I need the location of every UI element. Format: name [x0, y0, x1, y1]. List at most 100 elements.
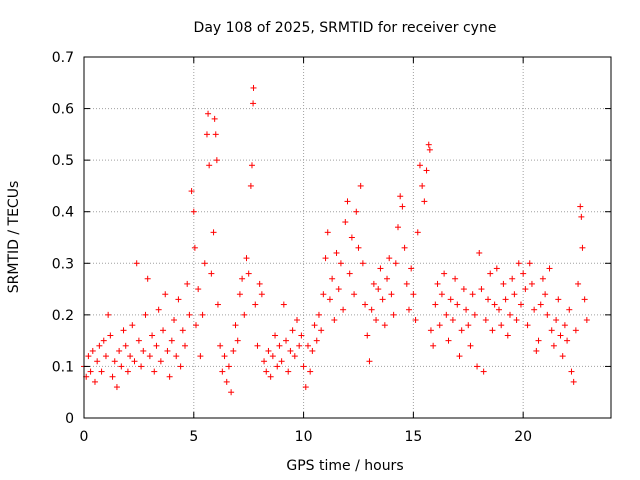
data-point [135, 337, 142, 344]
data-point [131, 358, 138, 365]
data-point [311, 322, 318, 329]
data-point [107, 332, 114, 339]
data-point [476, 249, 483, 256]
data-point [179, 327, 186, 334]
data-point [269, 353, 276, 360]
data-point [351, 291, 358, 298]
data-point [379, 296, 386, 303]
data-point [133, 260, 140, 267]
data-point [256, 280, 263, 287]
y-axis-label: SRMTID / TECUs [6, 181, 22, 294]
data-point [210, 229, 217, 236]
data-point [355, 244, 362, 251]
data-point [445, 337, 452, 344]
data-point [313, 337, 320, 344]
data-point [162, 291, 169, 298]
data-point [443, 311, 450, 318]
data-point [149, 332, 156, 339]
data-point [122, 342, 129, 349]
data-point [522, 286, 529, 293]
data-point [410, 291, 417, 298]
data-point [528, 280, 535, 287]
data-point [348, 234, 355, 241]
data-point [353, 208, 360, 215]
data-point [171, 317, 178, 324]
data-point [509, 275, 516, 282]
data-point [441, 270, 448, 277]
data-point [214, 301, 221, 308]
data-point [105, 311, 112, 318]
y-tick-label: 0.6 [52, 102, 74, 118]
data-point [258, 291, 265, 298]
data-point [302, 384, 309, 391]
x-tick-labels: 0 5 10 15 20 [80, 429, 533, 445]
data-point [397, 193, 404, 200]
data-point [364, 332, 371, 339]
data-point [546, 265, 553, 272]
data-point [342, 219, 349, 226]
data-point [581, 296, 588, 303]
data-point [517, 301, 524, 308]
data-point [197, 353, 204, 360]
data-point [98, 368, 105, 375]
data-point [243, 255, 250, 262]
data-point [491, 301, 498, 308]
data-point [337, 260, 344, 267]
data-point [386, 255, 393, 262]
data-point [515, 260, 522, 267]
data-point [489, 327, 496, 334]
data-point [366, 358, 373, 365]
data-point [151, 368, 158, 375]
data-point [452, 275, 459, 282]
data-point [111, 358, 118, 365]
data-point [384, 275, 391, 282]
data-point [318, 327, 325, 334]
data-point [449, 317, 456, 324]
y-tick-label: 0.2 [52, 308, 74, 324]
data-point [498, 322, 505, 329]
axis-ticks [83, 56, 611, 419]
data-point [113, 384, 120, 391]
grid-lines [84, 57, 611, 418]
x-tick-label: 20 [514, 429, 532, 445]
data-point [399, 203, 406, 210]
data-point [287, 347, 294, 354]
data-point [454, 301, 461, 308]
data-point [184, 280, 191, 287]
data-point [283, 337, 290, 344]
data-point [577, 203, 584, 210]
data-point [191, 244, 198, 251]
data-point [395, 224, 402, 231]
data-point [423, 167, 430, 174]
data-point [182, 342, 189, 349]
data-point [493, 265, 500, 272]
data-point [438, 291, 445, 298]
data-point [168, 337, 175, 344]
data-point [408, 265, 415, 272]
data-point [583, 317, 590, 324]
data-point [239, 275, 246, 282]
data-point [403, 280, 410, 287]
data-point [232, 322, 239, 329]
data-point [203, 131, 210, 138]
data-point [478, 286, 485, 293]
data-point [274, 363, 281, 370]
data-point [500, 280, 507, 287]
data-point [375, 286, 382, 293]
data-point [254, 342, 261, 349]
y-tick-labels: 0 0.1 0.2 0.3 0.4 0.5 0.6 0.7 [52, 50, 74, 427]
data-point [344, 198, 351, 205]
data-point [542, 291, 549, 298]
data-point [228, 389, 235, 396]
data-point [225, 363, 232, 370]
data-point [109, 373, 116, 380]
data-point [296, 342, 303, 349]
y-tick-label: 0.4 [52, 205, 74, 221]
y-tick-label: 0.7 [52, 50, 74, 66]
data-point [155, 306, 162, 313]
data-point [192, 322, 199, 329]
data-point [223, 378, 230, 385]
data-point [315, 311, 322, 318]
data-point [471, 311, 478, 318]
data-point [186, 311, 193, 318]
